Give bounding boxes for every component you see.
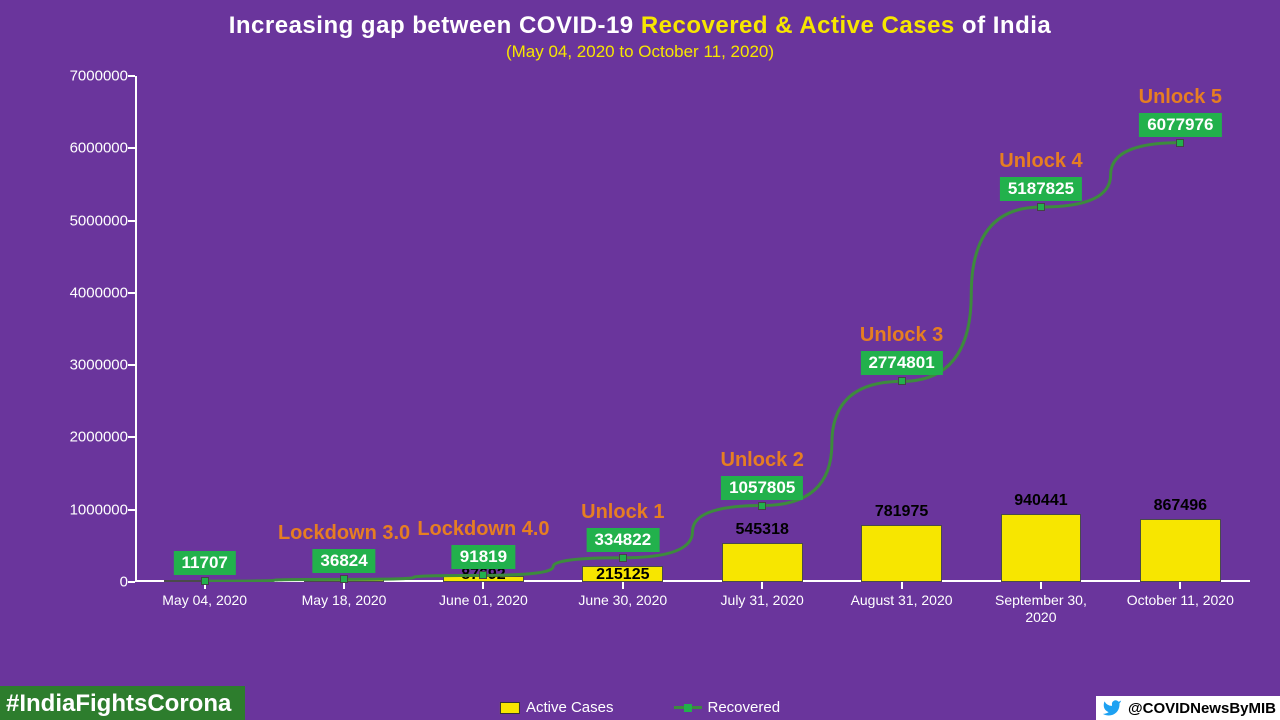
phase-label: Unlock 3 [860, 324, 943, 347]
twitter-icon [1100, 698, 1124, 718]
chart-title: Increasing gap between COVID-19 Recovere… [0, 0, 1280, 40]
x-tick [1040, 582, 1042, 589]
active-value-label: 545318 [712, 521, 812, 539]
recovered-value-label: 1057805 [721, 476, 803, 500]
legend: Active Cases Recovered [500, 699, 780, 716]
recovered-value-label: 5187825 [1000, 177, 1082, 201]
hashtag-badge: #IndiaFightsCorona [0, 686, 245, 720]
recovered-marker [1037, 203, 1045, 211]
y-tick [128, 436, 135, 438]
recovered-marker [619, 554, 627, 562]
y-tick-label: 2000000 [40, 429, 128, 446]
phase-label: Unlock 1 [581, 501, 664, 524]
title-pre: Increasing gap between COVID-19 [229, 12, 641, 39]
y-tick [128, 509, 135, 511]
recovered-marker [758, 502, 766, 510]
x-axis-label: June 01, 2020 [417, 592, 551, 609]
active-value-label: 867496 [1130, 497, 1230, 515]
recovered-value-label: 36824 [312, 549, 375, 573]
y-tick-label: 3000000 [40, 357, 128, 374]
y-tick [128, 581, 135, 583]
recovered-marker [898, 377, 906, 385]
plot-area: May 04, 20202945311707May 18, 2020559063… [135, 76, 1250, 582]
phase-label: Lockdown 4.0 [417, 518, 549, 541]
legend-recovered-label: Recovered [708, 699, 781, 716]
active-bar [722, 543, 803, 582]
x-axis-label: August 31, 2020 [835, 592, 969, 609]
legend-active-swatch [500, 702, 520, 714]
recovered-value-label: 6077976 [1139, 113, 1221, 137]
recovered-marker [340, 575, 348, 583]
phase-label: Lockdown 3.0 [278, 522, 410, 545]
y-tick-label: 7000000 [40, 68, 128, 85]
x-axis-label: October 11, 2020 [1113, 592, 1247, 609]
recovered-marker [201, 577, 209, 585]
y-tick-label: 6000000 [40, 140, 128, 157]
phase-label: Unlock 5 [1139, 86, 1222, 109]
y-tick-label: 0 [40, 574, 128, 591]
twitter-handle: @COVIDNewsByMIB [1096, 696, 1280, 720]
recovered-value-label: 334822 [586, 528, 659, 552]
active-value-label: 940441 [991, 492, 1091, 510]
recovered-value-label: 11707 [174, 551, 236, 575]
y-axis [135, 76, 137, 582]
x-tick [1179, 582, 1181, 589]
recovered-marker [1176, 139, 1184, 147]
y-tick-label: 4000000 [40, 284, 128, 301]
active-bar [1140, 519, 1221, 582]
x-tick [761, 582, 763, 589]
phase-label: Unlock 2 [721, 449, 804, 472]
legend-active-label: Active Cases [526, 699, 614, 716]
x-axis-label: May 04, 2020 [138, 592, 272, 609]
y-tick [128, 364, 135, 366]
x-axis-label: September 30, 2020 [974, 592, 1108, 626]
twitter-text: @COVIDNewsByMIB [1128, 700, 1276, 717]
y-tick [128, 147, 135, 149]
recovered-value-label: 91819 [452, 545, 515, 569]
active-bar [861, 525, 942, 582]
chart-area: May 04, 20202945311707May 18, 2020559063… [40, 72, 1260, 642]
active-value-label: 781975 [852, 503, 952, 521]
legend-recovered-swatch [674, 706, 702, 709]
x-tick [901, 582, 903, 589]
x-axis-label: July 31, 2020 [695, 592, 829, 609]
title-highlight: Recovered & Active Cases [641, 12, 955, 39]
y-tick [128, 292, 135, 294]
y-tick-label: 1000000 [40, 501, 128, 518]
y-tick [128, 220, 135, 222]
y-tick [128, 75, 135, 77]
legend-recovered: Recovered [674, 699, 781, 716]
x-axis-label: June 30, 2020 [556, 592, 690, 609]
chart-subtitle: (May 04, 2020 to October 11, 2020) [0, 42, 1280, 62]
recovered-value-label: 2774801 [860, 351, 942, 375]
x-axis-label: May 18, 2020 [277, 592, 411, 609]
recovered-marker [479, 571, 487, 579]
x-axis [135, 580, 1250, 582]
legend-active: Active Cases [500, 699, 614, 716]
title-post: of India [955, 12, 1052, 39]
active-value-label: 215125 [573, 566, 673, 584]
y-tick-label: 5000000 [40, 212, 128, 229]
phase-label: Unlock 4 [999, 150, 1082, 173]
active-bar [1001, 514, 1082, 582]
